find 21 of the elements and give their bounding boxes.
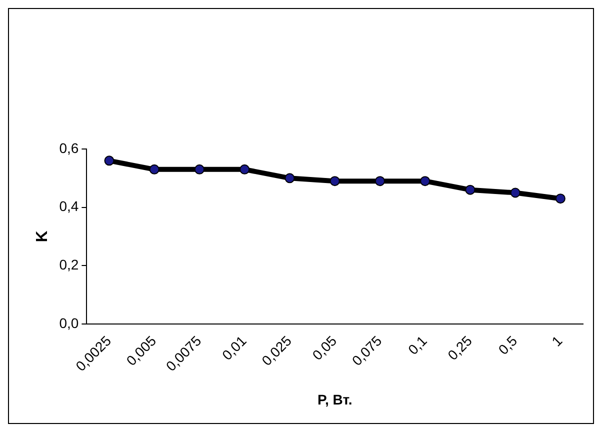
- point: [465, 184, 476, 195]
- point: [420, 176, 430, 186]
- x-tick-label: 0,5: [495, 332, 520, 358]
- point: [555, 194, 566, 204]
- y-axis-title: K: [34, 230, 52, 242]
- x-tick-label: 0,01: [218, 332, 250, 364]
- point: [330, 176, 340, 186]
- y-tick-label: 0,6: [59, 140, 79, 156]
- y-tick-label: 0,0: [59, 314, 79, 331]
- point: [194, 164, 204, 174]
- point: [374, 176, 385, 186]
- x-tick-label: 0,1: [404, 332, 430, 358]
- y-tick-label: 0,4: [59, 198, 79, 214]
- x-tick-label: 1: [548, 332, 566, 350]
- point: [510, 188, 520, 198]
- x-axis-title: P, Вт.: [317, 391, 352, 408]
- point: [284, 173, 295, 184]
- point: [104, 156, 114, 166]
- point: [149, 164, 160, 174]
- point: [240, 164, 250, 174]
- y-tick-label: 0,2: [59, 256, 79, 273]
